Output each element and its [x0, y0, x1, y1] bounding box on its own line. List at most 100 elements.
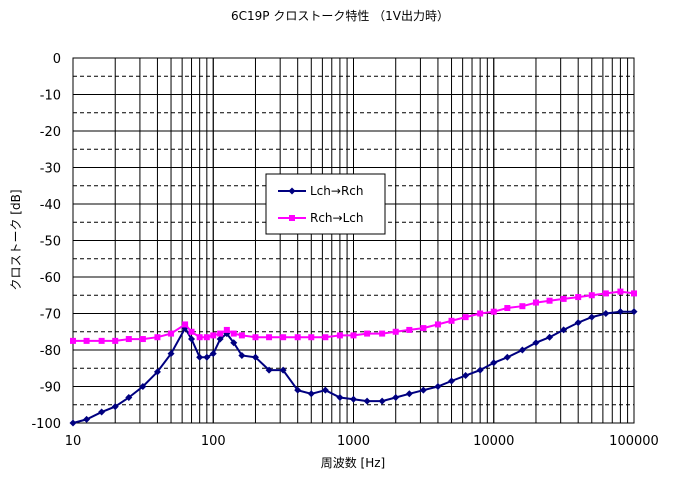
data-point	[462, 372, 470, 380]
data-point	[350, 332, 357, 339]
data-point	[379, 330, 386, 337]
data-point	[167, 350, 175, 358]
data-point	[336, 393, 344, 401]
data-point	[575, 294, 582, 301]
x-tick-label: 10000	[473, 434, 514, 449]
x-tick-label: 1000	[337, 434, 370, 449]
chart-title: 6C19P クロストーク特性 （1V出力時）	[231, 8, 449, 23]
y-tick-label: -90	[40, 381, 61, 396]
x-tick-labels: 10 100 1000 10000 100000	[65, 434, 659, 449]
data-point	[209, 350, 217, 358]
data-point	[196, 334, 203, 341]
data-point	[519, 303, 526, 310]
legend-marker	[288, 187, 296, 195]
data-point	[378, 397, 386, 405]
y-tick-label: -100	[31, 417, 61, 432]
data-point	[238, 351, 246, 359]
data-point	[631, 290, 637, 297]
data-point	[125, 336, 132, 343]
data-point	[188, 335, 196, 343]
data-point	[153, 368, 161, 376]
x-tick-label: 10	[65, 434, 82, 449]
data-point	[448, 377, 456, 385]
data-point	[546, 333, 554, 341]
data-point	[203, 334, 210, 341]
data-point	[588, 313, 596, 321]
data-point	[420, 325, 427, 332]
data-point	[322, 334, 329, 341]
data-point	[83, 337, 90, 344]
legend-box	[265, 173, 386, 235]
grid	[73, 58, 634, 423]
data-point	[112, 337, 119, 344]
data-point	[217, 330, 224, 337]
data-point	[434, 321, 441, 328]
data-point	[616, 308, 624, 316]
data-point	[210, 332, 217, 339]
data-point	[490, 359, 498, 367]
data-point	[617, 288, 624, 295]
data-point	[350, 395, 357, 403]
data-point	[504, 305, 511, 312]
data-point	[392, 393, 400, 401]
data-point	[518, 346, 526, 354]
data-point	[69, 419, 77, 427]
data-point	[98, 408, 106, 416]
y-tick-label: -10	[40, 89, 61, 104]
data-point	[490, 308, 497, 315]
data-point	[139, 336, 146, 343]
data-point	[588, 292, 595, 299]
series-2	[70, 288, 637, 344]
data-point	[477, 310, 484, 317]
data-point	[294, 334, 301, 341]
x-tick-label: 100	[201, 434, 226, 449]
data-point	[139, 383, 147, 390]
data-point	[602, 310, 610, 317]
x-tick-label: 100000	[609, 434, 659, 449]
data-point	[238, 332, 245, 339]
y-axis-label: クロストーク [dB]	[9, 189, 23, 290]
legend-label: Rch→Lch	[310, 211, 363, 225]
data-point	[252, 334, 259, 341]
data-point	[251, 353, 259, 361]
legend-item: Rch→Lch	[278, 211, 363, 225]
legend-marker	[289, 215, 295, 221]
data-point	[223, 326, 230, 333]
data-point	[560, 326, 568, 334]
y-tick-label: -70	[40, 308, 61, 323]
series	[69, 288, 638, 427]
data-point	[503, 353, 511, 361]
data-point	[182, 321, 189, 328]
data-point	[308, 334, 315, 341]
data-point	[230, 330, 237, 337]
data-point	[532, 299, 539, 306]
data-point	[111, 403, 119, 411]
data-point	[363, 397, 371, 405]
data-point	[392, 328, 399, 335]
data-point	[154, 334, 161, 341]
data-point	[336, 332, 343, 339]
data-point	[434, 383, 442, 390]
plot-frame	[72, 57, 635, 424]
data-point	[196, 353, 204, 361]
data-point	[406, 326, 413, 333]
y-tick-label: -30	[40, 162, 61, 177]
data-point	[532, 339, 540, 347]
legend: Lch→Rch Rch→Lch	[265, 173, 386, 235]
y-tick-label: -20	[40, 125, 61, 140]
data-point	[266, 334, 273, 341]
data-point	[70, 337, 76, 344]
legend-label: Lch→Rch	[310, 184, 363, 198]
data-point	[83, 415, 91, 423]
data-point	[203, 353, 211, 361]
data-point	[560, 295, 567, 302]
data-point	[574, 319, 582, 327]
data-point	[280, 334, 287, 341]
series-1	[69, 308, 638, 427]
y-tick-label: -80	[40, 344, 61, 359]
y-tick-label: -60	[40, 271, 61, 286]
data-point	[168, 330, 175, 337]
data-point	[419, 386, 427, 394]
data-point	[462, 314, 469, 321]
